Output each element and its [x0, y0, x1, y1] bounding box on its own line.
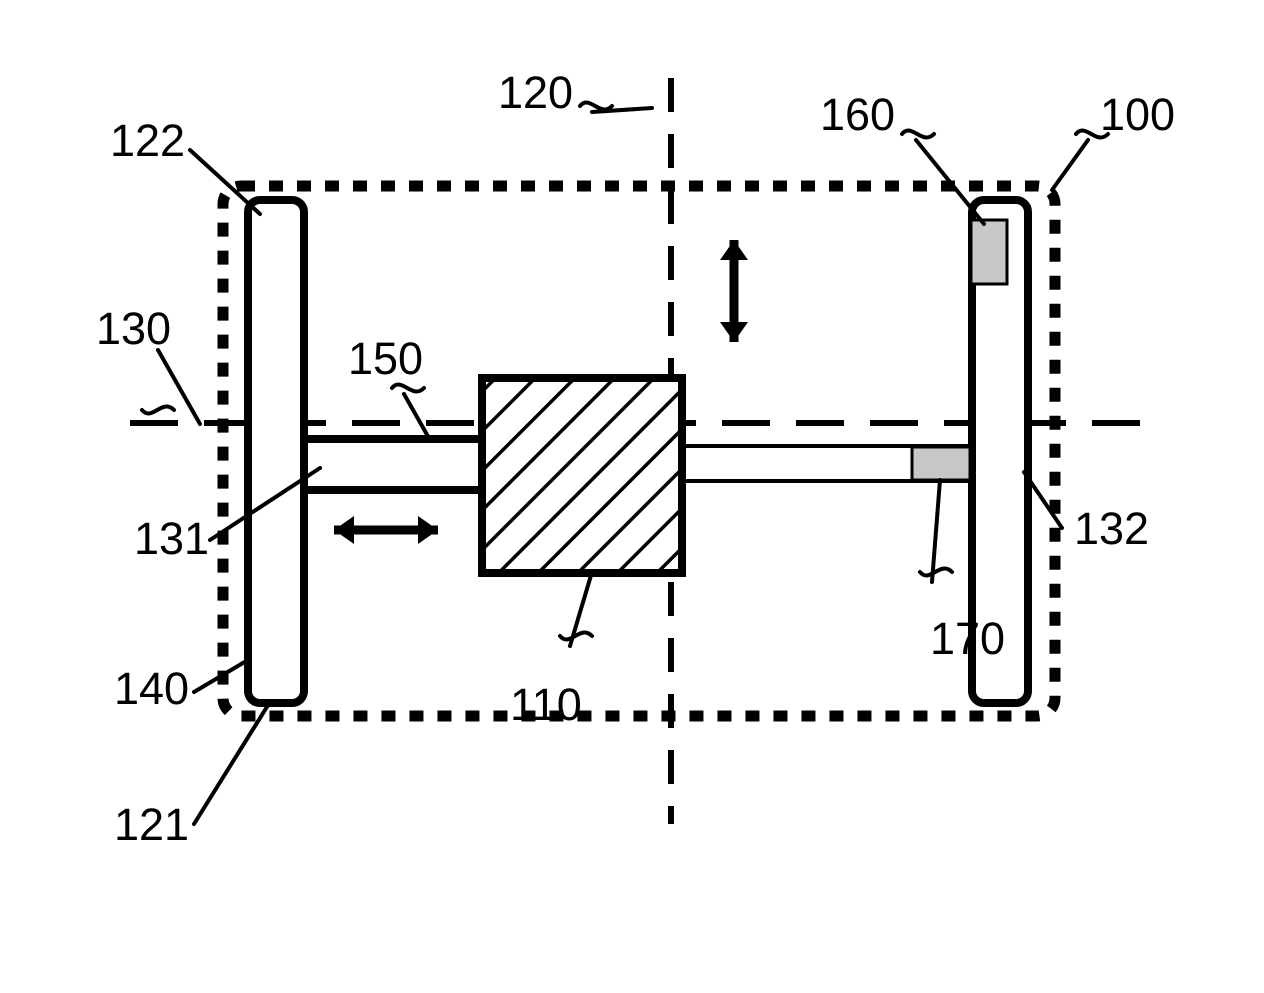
sensor-top	[971, 220, 1007, 284]
label-122: 122	[110, 115, 185, 166]
arrow-vertical	[720, 240, 748, 342]
arrow-horizontal	[334, 516, 438, 544]
left-arm	[304, 439, 482, 490]
label-170: 170	[930, 613, 1005, 664]
sensor-right	[912, 447, 970, 480]
label-131: 131	[134, 513, 209, 564]
center-block	[482, 378, 682, 573]
label-160: 160	[820, 89, 895, 140]
label-100: 100	[1100, 89, 1175, 140]
diagram-canvas: 120 160 100 122 130 150 131 132 170 140 110 121	[0, 0, 1264, 993]
label-110: 110	[510, 679, 582, 730]
label-132: 132	[1074, 503, 1149, 554]
label-121: 121	[114, 799, 189, 850]
label-120: 120	[498, 67, 573, 118]
left-post	[248, 200, 304, 703]
label-140: 140	[114, 663, 189, 714]
label-130: 130	[96, 303, 171, 354]
label-150: 150	[348, 333, 423, 384]
